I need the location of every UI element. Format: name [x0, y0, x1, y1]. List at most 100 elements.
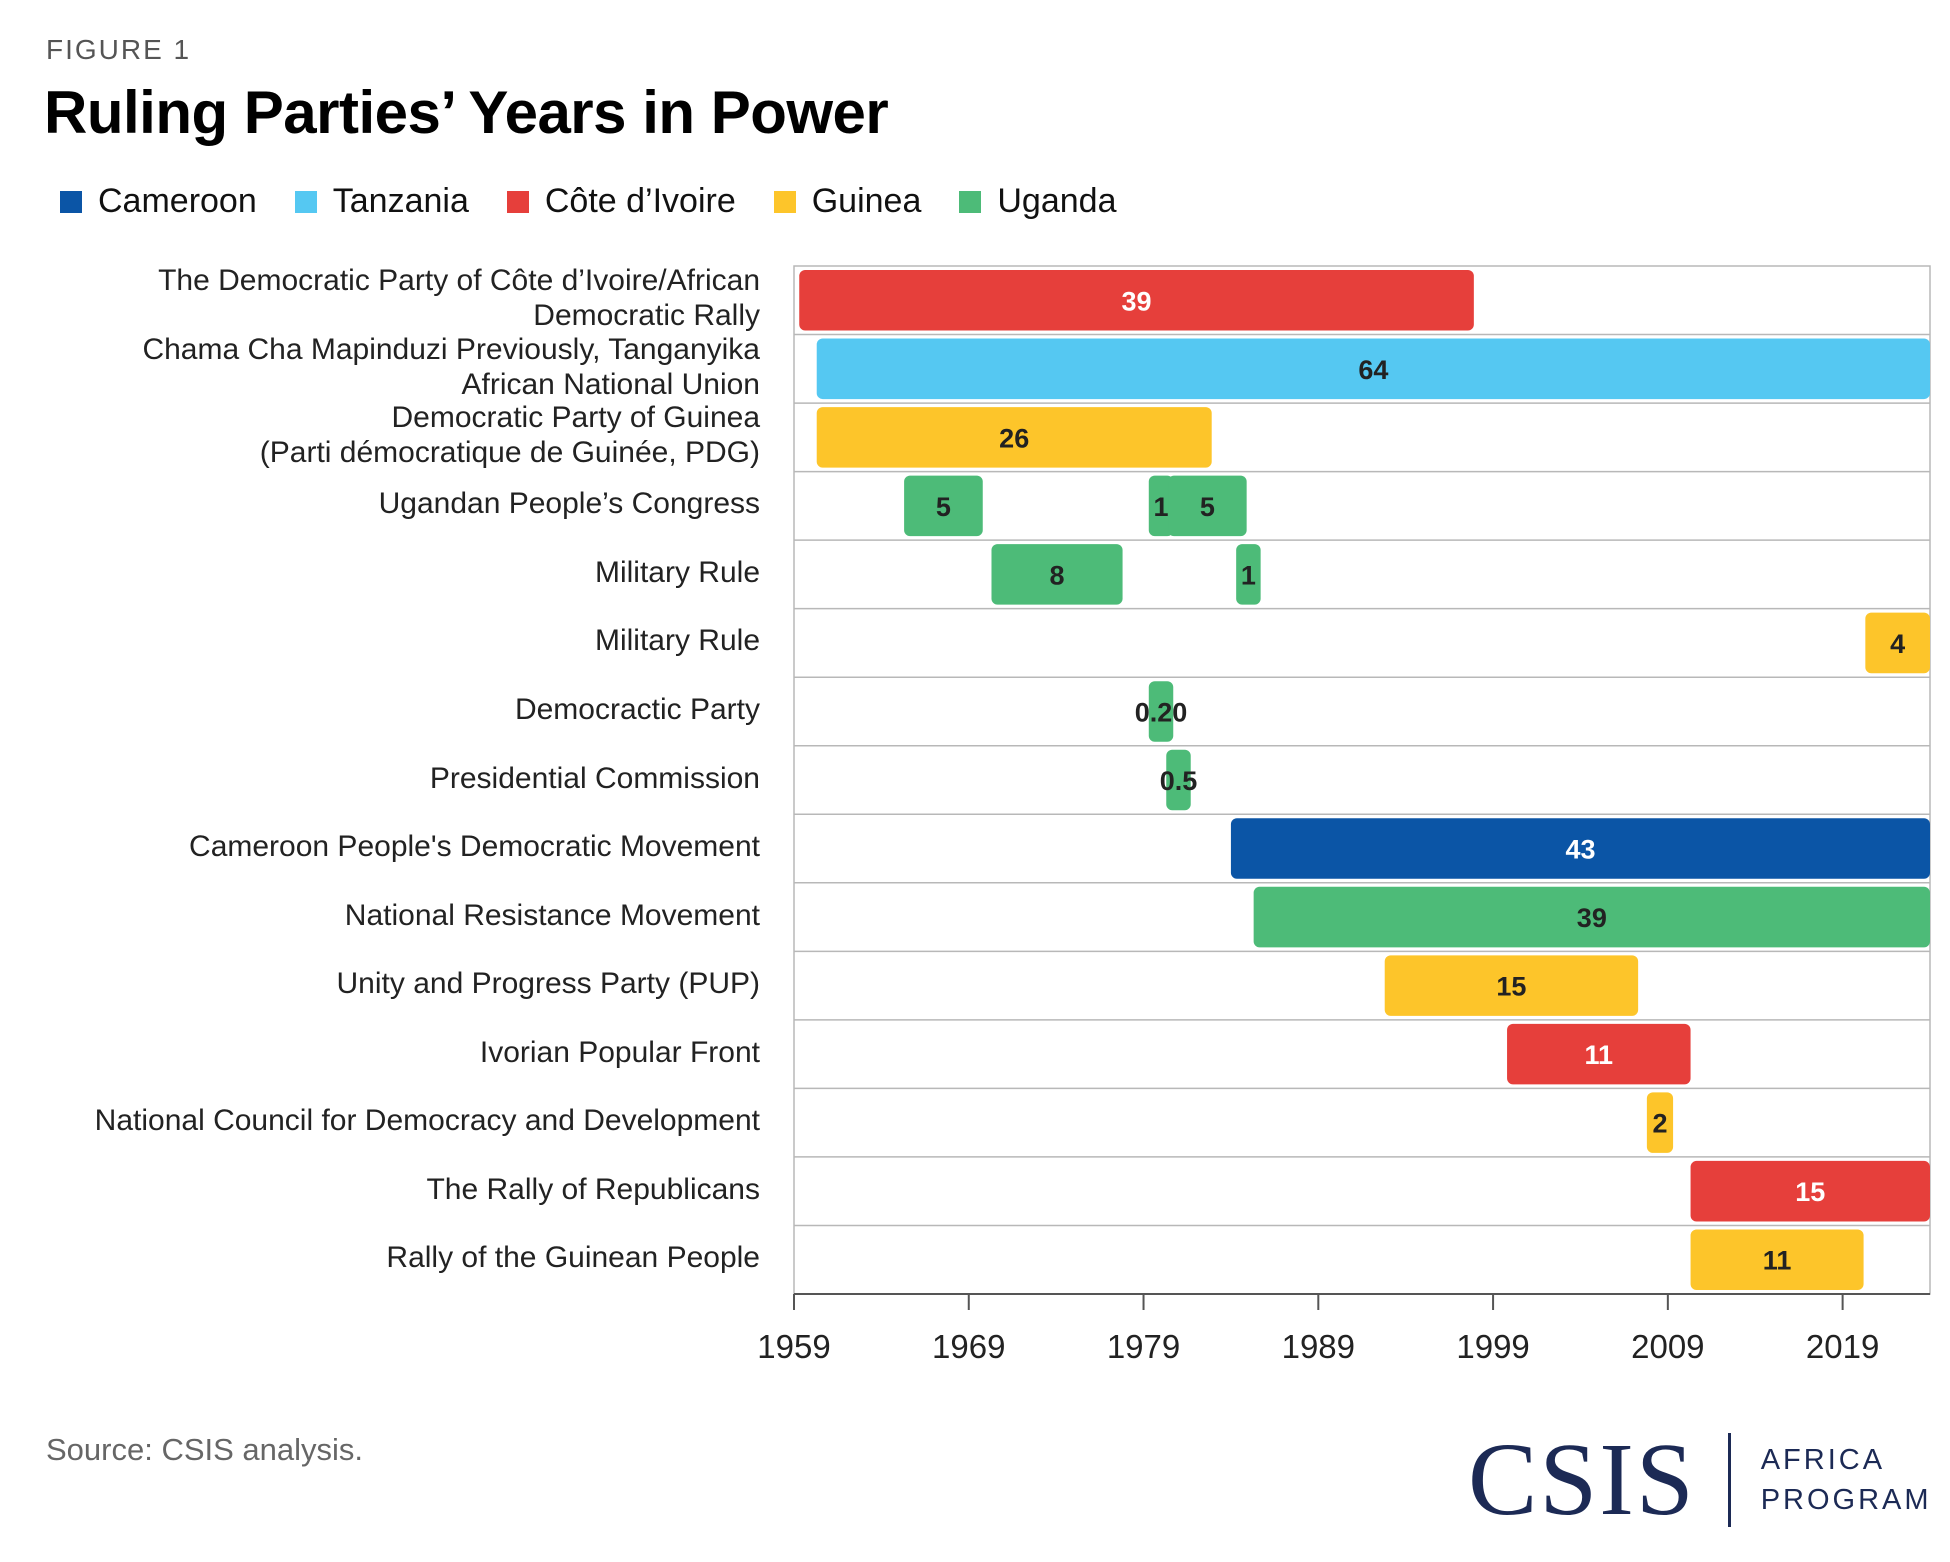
bar-value-label: 39 — [1577, 903, 1607, 933]
logo-divider — [1727, 1433, 1731, 1527]
legend: Cameroon Tanzania Côte d’Ivoire Guinea U… — [60, 182, 1154, 221]
row-label: Chama Cha Mapinduzi Previously, Tanganyi… — [20, 332, 760, 402]
row-label: National Resistance Movement — [20, 898, 760, 933]
row-label: The Democratic Party of Côte d’Ivoire/Af… — [20, 263, 760, 333]
bar-value-label: 4 — [1890, 629, 1905, 659]
row-label-line: Presidential Commission — [429, 761, 760, 795]
legend-label: Guinea — [811, 182, 922, 220]
bar-cameroon — [1230, 818, 1930, 879]
bar-value-label: 2 — [1652, 1109, 1667, 1139]
legend-item-guinea: Guinea — [773, 182, 922, 221]
source-note: Source: CSIS analysis. — [46, 1432, 364, 1467]
row-label-line: Unity and Progress Party (PUP) — [336, 967, 760, 1001]
bar-c-te-d-ivoire — [799, 270, 1474, 331]
row-label-line: Chama Cha Mapinduzi Previously, Tanganyi… — [142, 332, 760, 366]
row-label-line: Democractic Party — [514, 692, 760, 726]
bar-value-label: 1 — [1153, 492, 1168, 522]
legend-item-uganda: Uganda — [959, 182, 1116, 221]
row-label-line: Rally of the Guinean People — [386, 1241, 760, 1275]
bar-c-te-d-ivoire — [1690, 1160, 1930, 1222]
legend-swatch — [773, 190, 796, 213]
csis-logo: CSIS AFRICA PROGRAM — [1468, 1428, 1932, 1532]
bar-value-label: 15 — [1496, 972, 1526, 1002]
row-label-line: Democratic Party of Guinea — [391, 401, 760, 435]
bar-uganda — [904, 475, 983, 537]
x-tick-label: 1969 — [932, 1328, 1005, 1365]
x-tick-label: 1979 — [1107, 1328, 1180, 1365]
x-tick-label: 1989 — [1282, 1328, 1355, 1365]
row-label-line: The Rally of Republicans — [426, 1172, 760, 1206]
row-label-line: Cameroon People's Democratic Movement — [189, 830, 760, 864]
row-label-line: Ivorian Popular Front — [479, 1035, 760, 1069]
bar-uganda — [1166, 749, 1191, 811]
bar-value-label: 0.20 — [1135, 697, 1188, 727]
logo-subtitle-line1: AFRICA — [1760, 1444, 1886, 1476]
legend-swatch — [506, 190, 529, 213]
x-tick-label: 2019 — [1806, 1328, 1879, 1365]
bar-uganda — [991, 544, 1123, 605]
figure-label: FIGURE 1 — [46, 34, 192, 65]
bar-uganda — [1148, 681, 1174, 742]
x-tick-label: 1959 — [757, 1328, 830, 1365]
bar-value-label: 8 — [1050, 560, 1065, 590]
bar-value-label: 5 — [936, 492, 951, 522]
row-label: National Council for Democracy and Devel… — [20, 1103, 760, 1138]
logo-wordmark: CSIS — [1468, 1422, 1696, 1537]
bar-value-label: 5 — [1200, 492, 1215, 522]
bar-guinea — [1865, 612, 1930, 674]
legend-swatch — [60, 190, 82, 213]
bar-value-label: 39 — [1122, 286, 1152, 316]
legend-item-tanzania: Tanzania — [294, 182, 469, 221]
row-label: Ivorian Popular Front — [20, 1035, 760, 1070]
bar-uganda — [1236, 544, 1261, 605]
row-label: Ugandan People’s Congress — [20, 486, 760, 521]
bar-value-label: 15 — [1795, 1177, 1825, 1207]
legend-swatch — [294, 190, 317, 213]
legend-label: Cameroon — [98, 182, 257, 220]
bar-value-label: 11 — [1763, 1246, 1792, 1276]
bar-value-label: 11 — [1585, 1040, 1614, 1070]
row-label: Military Rule — [20, 555, 760, 590]
x-tick-label: 1999 — [1456, 1328, 1529, 1365]
legend-swatch — [959, 190, 982, 213]
row-label-line: National Resistance Movement — [344, 898, 760, 932]
bar-value-label: 64 — [1358, 355, 1388, 385]
row-label: Democratic Party of Guinea (Parti démocra… — [20, 400, 760, 470]
x-tick-label: 2009 — [1631, 1328, 1704, 1365]
row-label: Rally of the Guinean People — [20, 1240, 760, 1275]
row-label-line: Military Rule — [594, 624, 760, 658]
bar-value-label: 43 — [1565, 835, 1595, 865]
legend-label: Côte d’Ivoire — [544, 182, 736, 220]
row-label: Presidential Commission — [20, 761, 760, 796]
bar-uganda — [1148, 475, 1174, 537]
row-label: Military Rule — [20, 623, 760, 658]
bar-uganda — [1253, 886, 1930, 948]
bar-guinea — [816, 407, 1212, 468]
logo-subtitle-line2: PROGRAM — [1760, 1484, 1932, 1516]
legend-label: Uganda — [997, 182, 1117, 220]
bar-guinea — [1646, 1092, 1674, 1153]
row-label-line: National Council for Democracy and Devel… — [94, 1104, 760, 1138]
row-label-line: Military Rule — [594, 555, 760, 589]
bar-value-label: 26 — [999, 423, 1029, 453]
row-label: Cameroon People's Democratic Movement — [20, 829, 760, 864]
row-label-line: Democratic Rally — [533, 299, 760, 333]
legend-label: Tanzania — [332, 182, 469, 220]
row-label-line: The Democratic Party of Côte d’Ivoire/Af… — [158, 264, 760, 298]
row-label: Unity and Progress Party (PUP) — [20, 966, 760, 1001]
row-label-line: (Parti démocratique de Guinée, PDG) — [259, 436, 760, 470]
row-label-line: African National Union — [461, 367, 761, 401]
logo-subtitle: AFRICA PROGRAM — [1761, 1440, 1932, 1520]
legend-item-cote-divoire: Côte d’Ivoire — [506, 182, 736, 221]
bar-value-label: 1 — [1241, 560, 1256, 590]
bar-guinea — [1384, 955, 1639, 1016]
legend-item-cameroon: Cameroon — [60, 182, 257, 221]
row-label: The Rally of Republicans — [20, 1172, 760, 1207]
row-label: Democractic Party — [20, 692, 760, 727]
bar-uganda — [1168, 475, 1247, 537]
bar-value-label: 0.5 — [1160, 766, 1198, 796]
row-labels: The Democratic Party of Côte d’Ivoire/Af… — [0, 0, 760, 1400]
bar-c-te-d-ivoire — [1507, 1023, 1691, 1085]
row-label-line: Ugandan People’s Congress — [378, 487, 760, 521]
chart-title: Ruling Parties’ Years in Power — [44, 79, 889, 146]
